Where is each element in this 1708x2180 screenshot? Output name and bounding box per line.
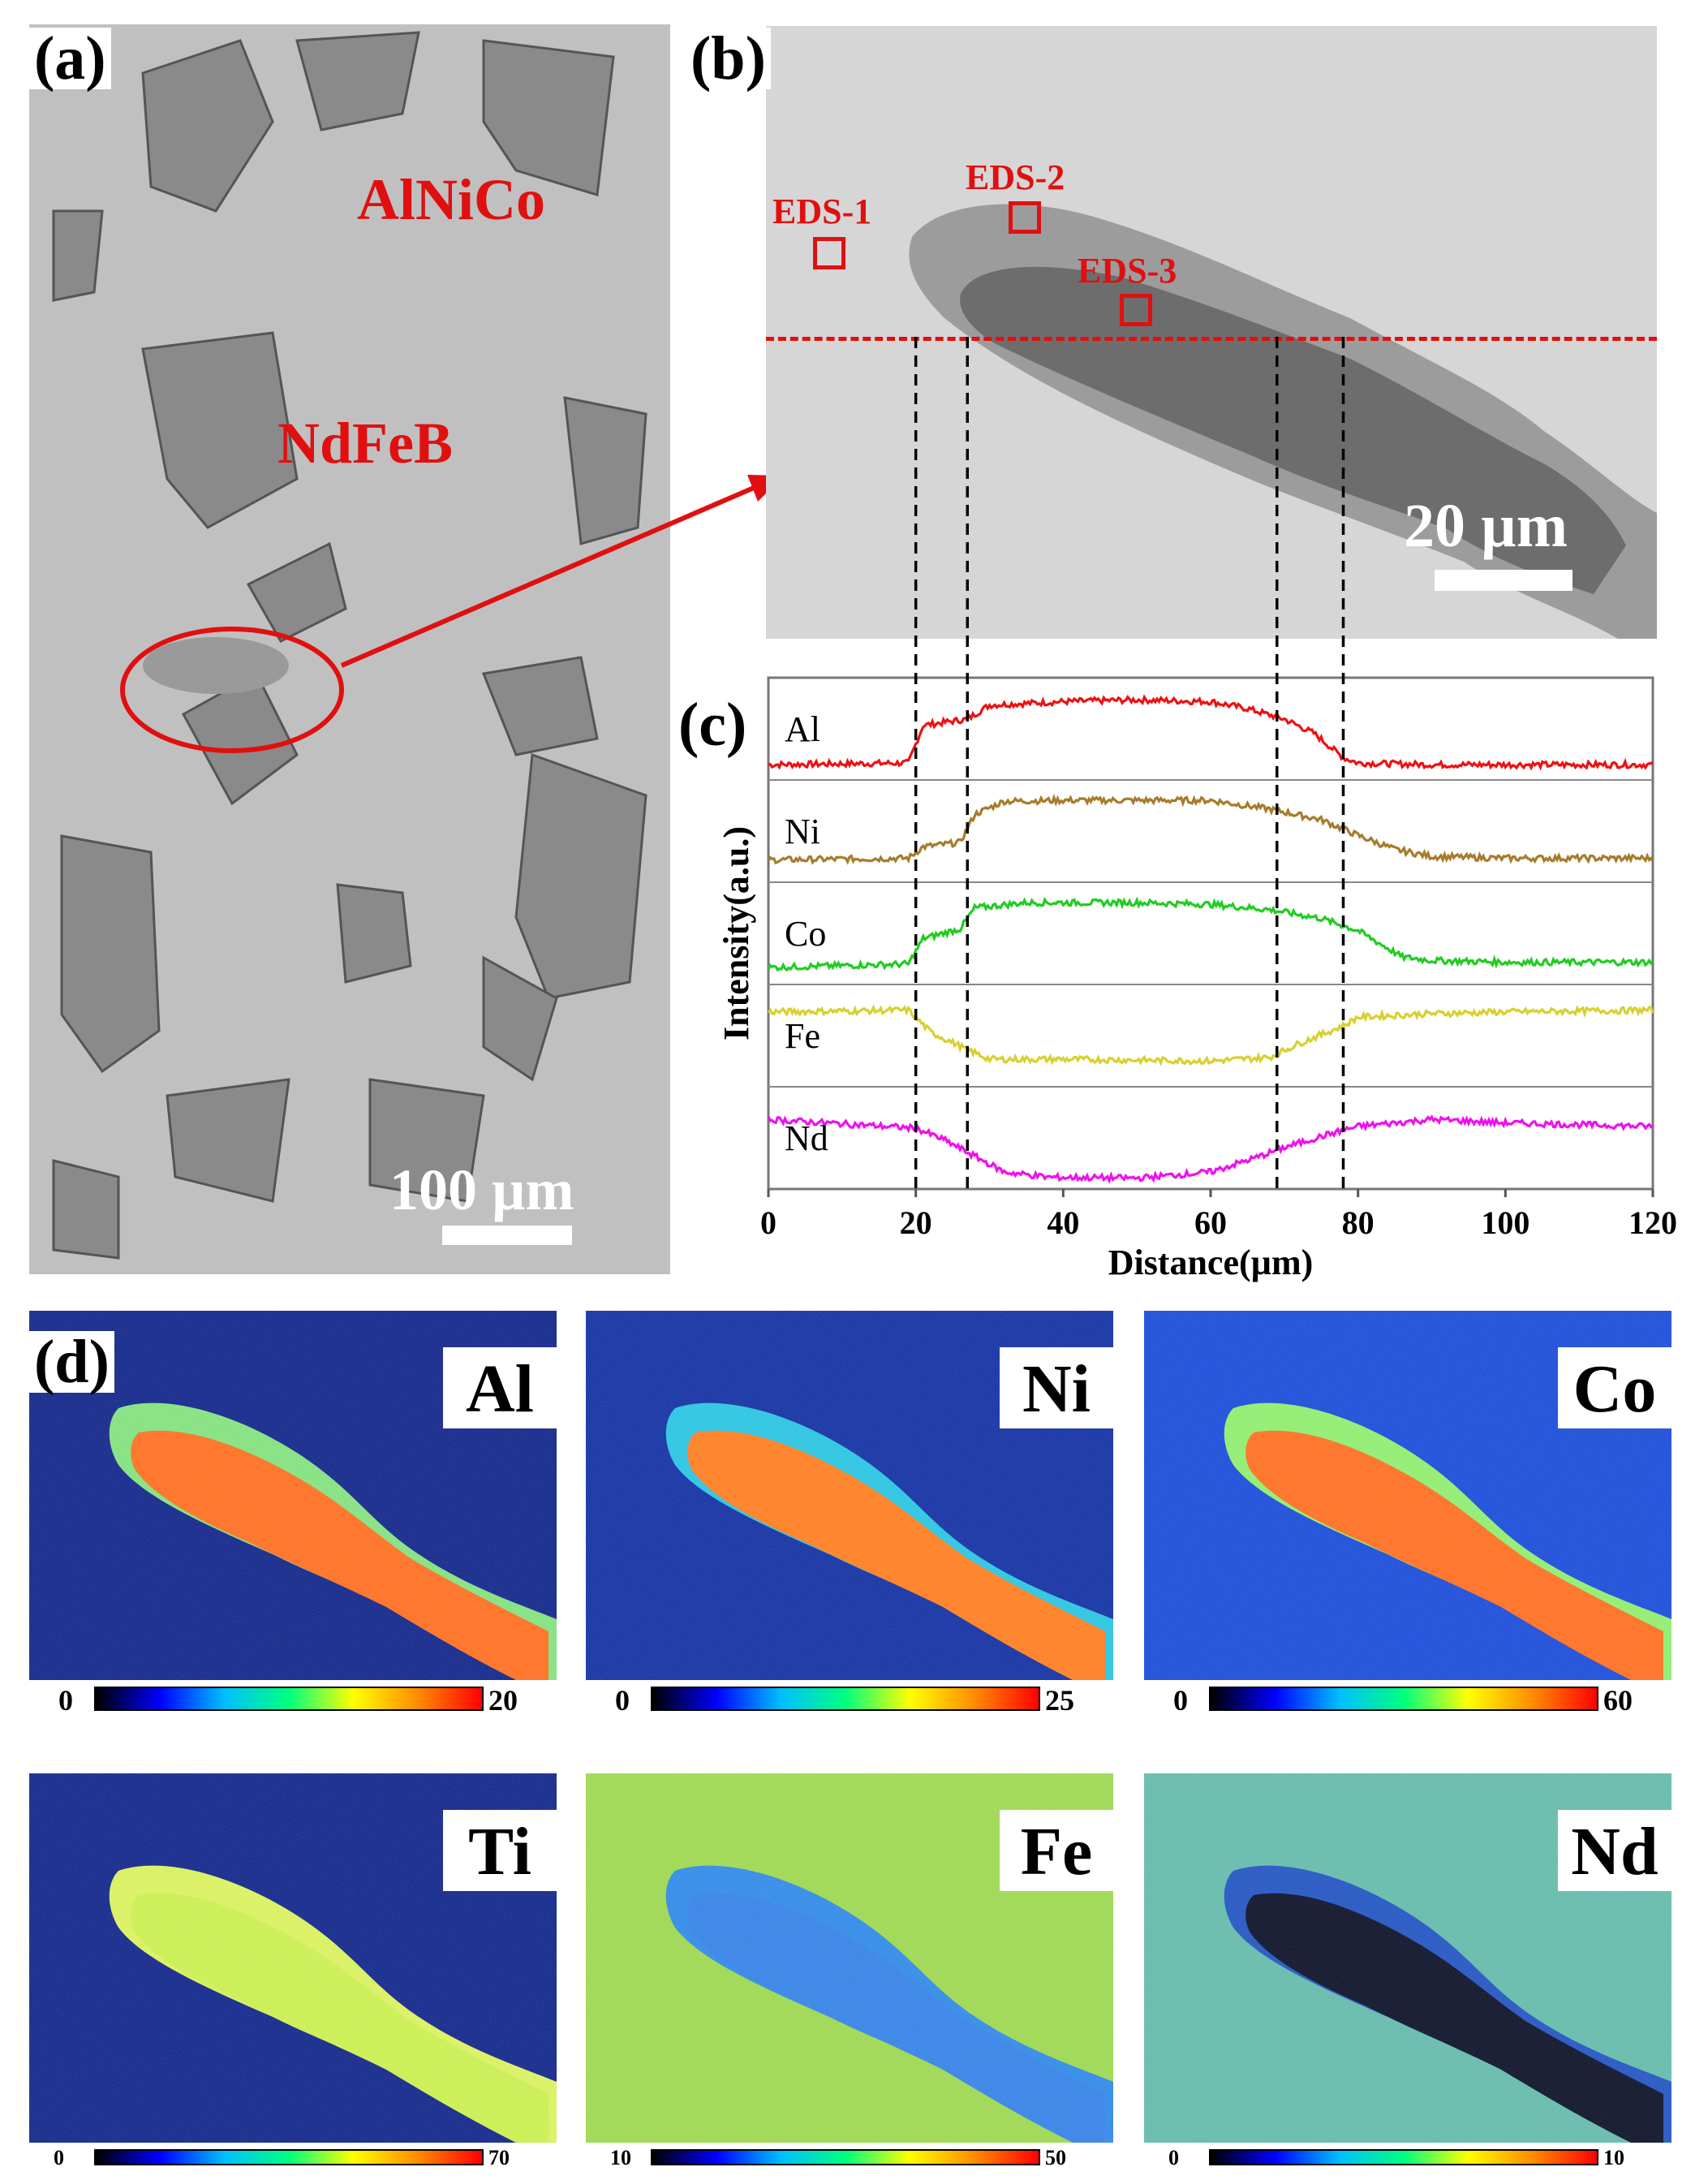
series-label-co: Co: [785, 914, 826, 954]
colorbar-gradient: [651, 2149, 1040, 2165]
map-colorbar: 10 50: [586, 2144, 1113, 2180]
eds-1-label: EDS-1: [772, 192, 872, 231]
colorbar-min: 0: [54, 2146, 64, 2169]
sem-overview-image: [29, 24, 670, 1274]
map-colorbar: 0 25: [586, 1682, 1113, 1717]
map-element-label: Fe: [1000, 1810, 1113, 1891]
sem-overview-texture: [29, 24, 670, 1274]
eds-3-label: EDS-3: [1078, 251, 1177, 291]
series-label-nd: Nd: [785, 1118, 828, 1158]
sem-detail-texture: [766, 26, 1657, 639]
x-tick-label: 80: [1342, 1204, 1375, 1241]
map-element-label: Ni: [1000, 1347, 1113, 1428]
panel-b-label: (b): [686, 28, 771, 89]
map-phase-shape: [1144, 1773, 1671, 2143]
x-axis-label: Distance(µm): [1108, 1243, 1314, 1282]
eds-2-label: EDS-2: [966, 157, 1065, 197]
x-tick-label: 100: [1481, 1204, 1529, 1241]
map-colorbar: 0 60: [1144, 1682, 1671, 1717]
series-line-al: [768, 694, 1654, 771]
overview-scale-label: 100 µm: [389, 1157, 574, 1222]
series-line-nd: [767, 1114, 1654, 1184]
series-line-ni: [767, 793, 1654, 865]
colorbar-max: 10: [1603, 2146, 1624, 2169]
colorbar-gradient: [651, 1687, 1040, 1711]
colorbar-gradient: [94, 1687, 484, 1711]
linescan-path: [766, 337, 1657, 341]
map-colorbar: 0 10: [1144, 2144, 1671, 2180]
overview-scale-bar: [442, 1226, 572, 1245]
x-tick-label: 0: [760, 1204, 777, 1241]
map-colorbar: 0 70: [29, 2144, 557, 2180]
colorbar-max: 70: [488, 2146, 510, 2169]
series-label-fe: Fe: [785, 1016, 820, 1056]
panel-d-label: (d): [29, 1331, 114, 1393]
ndfeb-label: NdFeB: [277, 411, 453, 476]
detail-scale-label: 20 µm: [1404, 492, 1568, 560]
panel-c-label: (c): [673, 694, 752, 756]
colorbar-min: 0: [615, 1684, 630, 1717]
x-tick-label: 60: [1194, 1204, 1227, 1241]
colorbar-min: 10: [610, 2146, 631, 2169]
eds-2-box: [1009, 201, 1041, 234]
colorbar-gradient: [1209, 2149, 1598, 2165]
colorbar-max: 50: [1045, 2146, 1066, 2169]
alnico-label: AlNiCo: [357, 167, 545, 232]
sem-detail-image: [766, 26, 1657, 639]
x-tick-label: 20: [900, 1204, 932, 1241]
colorbar-gradient: [1209, 1687, 1598, 1711]
colorbar-max: 60: [1603, 1684, 1633, 1717]
eds-3-box: [1120, 294, 1152, 326]
eds-linescan-chart: Al Ni Co Fe Nd 0 20 40 60 80 100 120 Distance(µm) Int…: [716, 337, 1677, 1282]
colorbar-min: 0: [1168, 2146, 1179, 2169]
detail-scale-bar: [1435, 570, 1572, 591]
series-label-al: Al: [785, 709, 820, 749]
map-colorbar: 0 20: [29, 1682, 557, 1717]
series-line-fe: [767, 1004, 1654, 1066]
colorbar-gradient: [94, 2149, 484, 2165]
y-axis-label: Intensity(a.u.): [716, 826, 756, 1040]
colorbar-min: 0: [1173, 1684, 1188, 1717]
colorbar-min: 0: [58, 1684, 73, 1717]
panel-a-label: (a): [29, 28, 111, 89]
x-tick-label: 120: [1628, 1204, 1677, 1241]
map-element-label: Al: [443, 1347, 557, 1428]
map-element-label: Co: [1558, 1347, 1671, 1428]
colorbar-max: 20: [488, 1684, 518, 1717]
map-nd: [1144, 1773, 1671, 2143]
plot-frame: [767, 676, 1654, 1191]
series-label-ni: Ni: [785, 812, 820, 851]
map-element-label: Nd: [1558, 1810, 1671, 1891]
x-tick-label: 40: [1047, 1204, 1079, 1241]
eds-1-box: [813, 237, 845, 269]
series-line-co: [767, 896, 1654, 972]
map-element-label: Ti: [443, 1810, 557, 1891]
colorbar-max: 25: [1045, 1684, 1074, 1717]
